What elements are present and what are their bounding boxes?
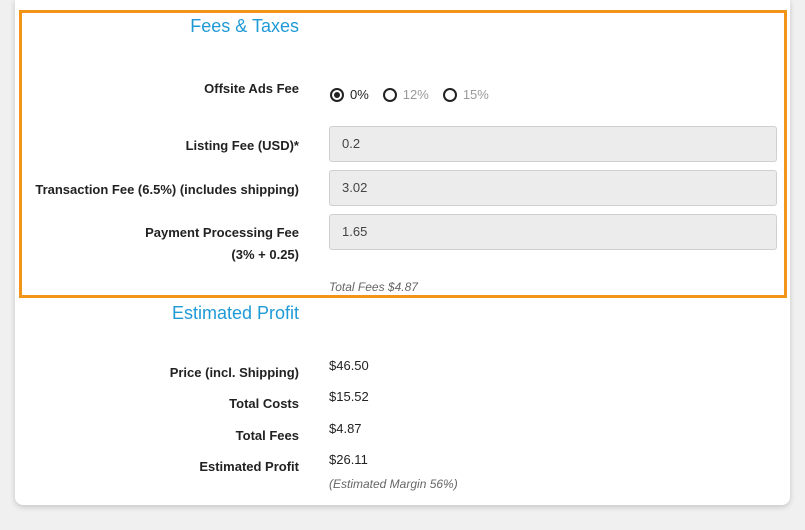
transaction-fee-field[interactable]: 3.02 bbox=[329, 170, 777, 206]
payment-processing-fee-label: Payment Processing Fee (3% + 0.25) bbox=[145, 222, 299, 266]
total-costs-value: $15.52 bbox=[329, 389, 369, 404]
total-fees-value: $4.87 bbox=[329, 421, 362, 436]
listing-fee-label: Listing Fee (USD)* bbox=[185, 138, 299, 153]
estimated-profit-value: $26.11 bbox=[329, 452, 368, 467]
listing-fee-field[interactable]: 0.2 bbox=[329, 126, 777, 162]
offsite-ads-label: Offsite Ads Fee bbox=[204, 81, 299, 96]
profit-section-title: Estimated Profit bbox=[171, 303, 299, 323]
total-fees-label: Total Fees bbox=[235, 428, 299, 443]
payment-processing-fee-field[interactable]: 1.65 bbox=[329, 214, 777, 250]
payment-processing-fee-label-line1: Payment Processing Fee bbox=[145, 225, 299, 240]
offsite-ads-option-label: 0% bbox=[350, 87, 369, 102]
payment-processing-fee-label-line2: (3% + 0.25) bbox=[231, 247, 299, 262]
total-fees-note: Total Fees $4.87 bbox=[329, 280, 418, 294]
calculator-card bbox=[15, 0, 790, 505]
estimated-profit-label: Estimated Profit bbox=[199, 459, 299, 474]
fees-section-title: Fees & Taxes bbox=[190, 16, 299, 36]
offsite-ads-radio-group: 0% 12% 15% bbox=[330, 87, 503, 102]
offsite-ads-option-0[interactable]: 0% bbox=[330, 87, 369, 102]
total-costs-label: Total Costs bbox=[229, 396, 299, 411]
transaction-fee-label: Transaction Fee (6.5%) (includes shippin… bbox=[35, 182, 299, 197]
estimated-margin-note: (Estimated Margin 56%) bbox=[329, 477, 458, 491]
radio-unchecked-icon[interactable] bbox=[382, 87, 397, 102]
offsite-ads-option-15[interactable]: 15% bbox=[442, 87, 489, 102]
radio-checked-icon[interactable] bbox=[330, 87, 344, 102]
offsite-ads-option-label: 12% bbox=[402, 87, 429, 102]
offsite-ads-option-label: 15% bbox=[462, 87, 489, 102]
radio-unchecked-icon[interactable] bbox=[442, 87, 457, 102]
offsite-ads-option-12[interactable]: 12% bbox=[382, 87, 429, 102]
price-value: $46.50 bbox=[329, 358, 369, 373]
price-label: Price (incl. Shipping) bbox=[169, 365, 299, 380]
